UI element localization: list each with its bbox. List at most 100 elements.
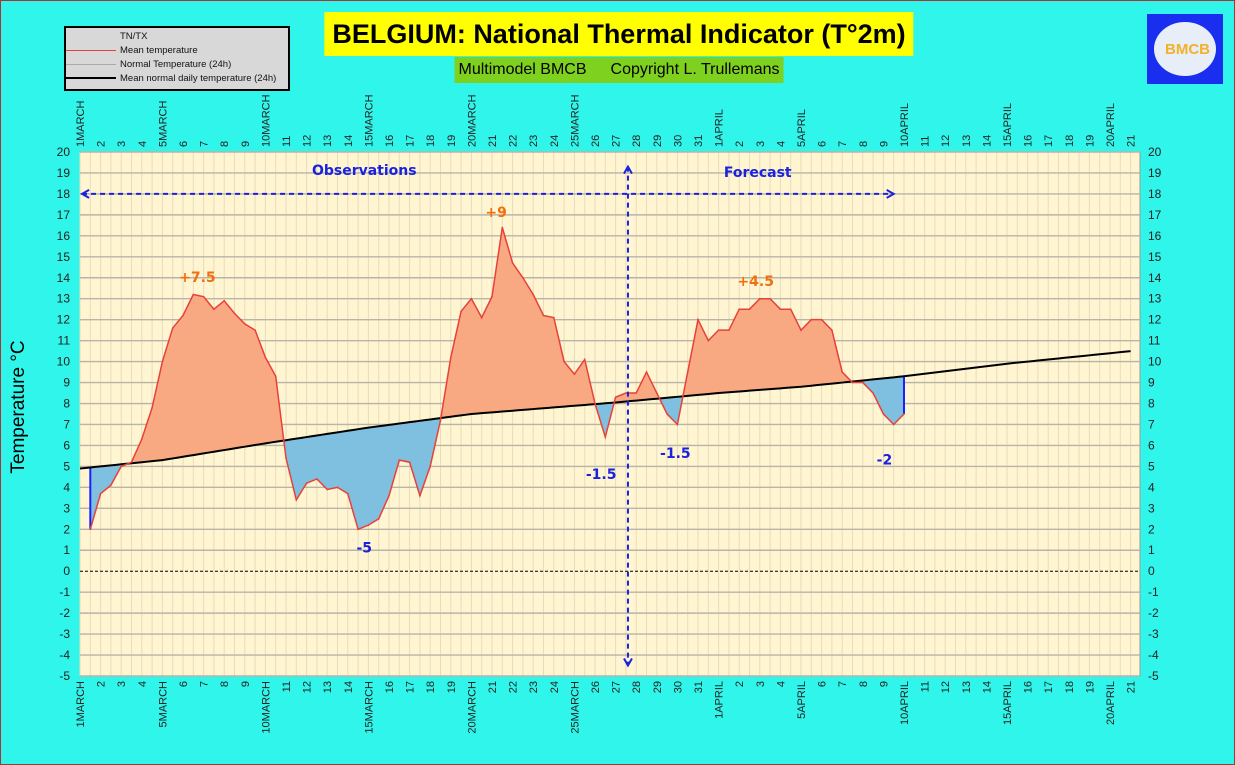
mean-temperature-point	[161, 360, 164, 363]
x-day-label-bottom: 10APRIL	[899, 681, 911, 725]
x-day-label-top: 22	[508, 135, 520, 147]
mean-temperature-point	[99, 492, 102, 495]
x-day-label-top: 27	[611, 135, 623, 147]
x-day-label-bottom: 19	[1084, 681, 1096, 693]
y-tick-label-left: 6	[63, 438, 70, 452]
mean-temperature-point	[223, 300, 225, 302]
mean-temperature-point	[233, 312, 236, 315]
x-day-label-bottom: 11	[281, 681, 293, 692]
arrow-right-icon	[886, 189, 896, 199]
x-day-label-bottom: 18	[1064, 681, 1076, 693]
x-day-label-top: 25MARCH	[569, 94, 581, 147]
axes: -5 -5-4 -4-3 -3-2 -2-1 -10 01 12 23 34 45 56 67 78 89 9…	[57, 94, 1162, 733]
x-day-label-bottom: 15APRIL	[1002, 681, 1014, 725]
x-day-label-bottom: 2	[96, 681, 108, 687]
mean-temperature-point	[450, 356, 452, 359]
series-lines	[79, 226, 1131, 531]
x-day-label-top: 5MARCH	[157, 100, 169, 147]
y-tick-label-left: 5	[63, 459, 70, 473]
annotation-label: Observations	[312, 163, 417, 179]
y-tick-label-left: 1	[63, 543, 70, 557]
x-day-label-top: 29	[652, 135, 664, 147]
x-day-label-top: 10APRIL	[899, 103, 911, 147]
mean-temperature-point	[635, 392, 637, 394]
x-day-label-bottom: 12	[940, 681, 952, 693]
mean-temperature-point	[89, 528, 92, 531]
legend-swatch	[66, 77, 116, 79]
x-day-label-top: 23	[528, 135, 540, 147]
x-day-label-bottom: 9	[240, 681, 252, 687]
y-tick-label-left: -4	[59, 648, 70, 662]
model-name: Multimodel BMCB	[458, 61, 587, 78]
x-day-label-bottom: 4	[137, 681, 149, 687]
y-tick-label-right: -2	[1148, 606, 1159, 620]
x-day-label-top: 16	[384, 135, 396, 147]
mean-temperature-point	[645, 371, 648, 373]
mean-temperature-point	[522, 276, 524, 279]
x-day-label-top: 15MARCH	[363, 94, 375, 147]
x-day-label-bottom: 21	[1126, 681, 1138, 693]
x-day-label-bottom: 5APRIL	[796, 681, 808, 719]
x-day-label-top: 11	[281, 136, 293, 147]
y-tick-label-left: 10	[57, 355, 71, 369]
mean-temperature-point	[697, 318, 699, 321]
annotation-label: +7.5	[179, 270, 216, 286]
y-tick-label-left: 14	[57, 271, 71, 285]
mean-temperature-point	[903, 413, 905, 415]
x-day-label-top: 17	[1043, 135, 1055, 147]
mean-temperature-point	[305, 482, 308, 484]
mean-temperature-point	[614, 396, 617, 399]
x-day-label-bottom: 7	[199, 681, 211, 687]
mean-temperature-point	[326, 488, 329, 491]
mean-temperature-point	[583, 358, 586, 361]
mean-temperature-point	[800, 329, 802, 331]
x-day-label-bottom: 1MARCH	[75, 681, 87, 728]
anomaly-fills	[90, 227, 904, 530]
x-day-label-top: 8	[858, 141, 870, 147]
x-day-label-top: 21	[487, 135, 499, 147]
legend-item-mean-normal: Mean normal daily temperature (24h)	[66, 72, 276, 84]
x-day-label-top: 19	[1084, 135, 1096, 147]
mean-temperature-point	[439, 419, 442, 422]
x-day-label-top: 4	[775, 141, 787, 147]
mean-temperature-point	[213, 308, 215, 311]
annotation-label: -1.5	[586, 467, 617, 483]
mean-temperature-point	[820, 318, 823, 321]
mean-temperature-point	[779, 308, 782, 311]
x-day-label-bottom: 8	[858, 681, 870, 687]
x-day-label-top: 3	[116, 141, 128, 147]
x-day-label-top: 2	[96, 141, 108, 147]
x-day-label-bottom: 20APRIL	[1105, 681, 1117, 725]
legend-item-tntx: TN/TX	[66, 30, 147, 42]
mean-temperature-point	[182, 314, 184, 317]
mean-temperature-point	[810, 318, 813, 321]
x-day-label-top: 9	[240, 141, 252, 147]
x-day-label-top: 18	[425, 135, 437, 147]
mean-temperature-point	[408, 461, 411, 464]
x-day-label-bottom: 14	[981, 681, 993, 693]
x-day-label-bottom: 24	[549, 681, 561, 693]
x-day-label-top: 4	[137, 141, 149, 147]
mean-temperature-point	[676, 423, 679, 426]
legend: TN/TX Mean temperature Normal Temperatur…	[64, 26, 290, 91]
mean-temperature-point	[171, 327, 174, 329]
y-tick-label-left: -3	[59, 627, 70, 641]
mean-temperature-point	[625, 392, 627, 394]
y-tick-label-right: 16	[1148, 229, 1162, 243]
y-tick-label-right: 15	[1148, 250, 1162, 264]
y-tick-label-right: 1	[1148, 543, 1155, 557]
y-tick-label-right: -1	[1148, 585, 1159, 599]
x-day-label-bottom: 29	[652, 681, 664, 693]
mean-temperature-point	[347, 492, 349, 495]
mean-temperature-point	[573, 373, 576, 375]
y-tick-label-right: 4	[1148, 480, 1155, 494]
x-day-label-top: 26	[590, 135, 602, 147]
mean-temperature-point	[254, 329, 256, 331]
x-day-label-top: 2	[734, 141, 746, 147]
mean-temperature-point	[789, 308, 792, 311]
subtitle: Multimodel BMCB Copyright L. Trullemans	[454, 57, 784, 83]
copyright: Copyright L. Trullemans	[610, 61, 780, 78]
y-tick-label-left: 8	[63, 397, 70, 411]
y-tick-label-right: 14	[1148, 271, 1162, 285]
x-day-label-bottom: 31	[693, 681, 705, 693]
